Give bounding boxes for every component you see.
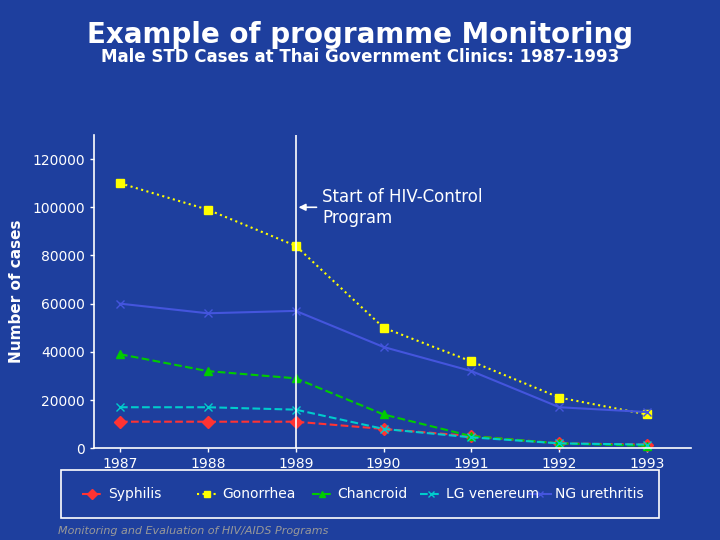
LG venereum (467, 434, 476, 441)
LG venereum (643, 441, 652, 448)
Chancroid (555, 440, 564, 447)
LG venereum (379, 426, 388, 432)
Syphilis (467, 433, 476, 440)
Text: Gonorrhea: Gonorrhea (222, 487, 296, 501)
Syphilis (292, 418, 300, 425)
Line: Syphilis: Syphilis (116, 417, 652, 449)
Text: Start of HIV-Control
Program: Start of HIV-Control Program (300, 188, 482, 227)
NG urethritis (292, 308, 300, 314)
Gonorrhea (643, 411, 652, 418)
Text: Male STD Cases at Thai Government Clinics: 1987-1993: Male STD Cases at Thai Government Clinic… (101, 48, 619, 66)
Line: Chancroid: Chancroid (116, 350, 652, 450)
Gonorrhea (292, 242, 300, 249)
Chancroid (292, 375, 300, 382)
Gonorrhea (555, 394, 564, 401)
Line: NG urethritis: NG urethritis (116, 300, 652, 416)
Chancroid (204, 368, 212, 374)
Gonorrhea (467, 358, 476, 365)
Gonorrhea (379, 325, 388, 331)
Text: LG venereum: LG venereum (446, 487, 539, 501)
Syphilis (116, 418, 125, 425)
Text: Chancroid: Chancroid (338, 487, 408, 501)
FancyBboxPatch shape (60, 470, 660, 518)
LG venereum (116, 404, 125, 410)
Syphilis (204, 418, 212, 425)
Line: LG venereum: LG venereum (116, 403, 652, 449)
Chancroid (643, 443, 652, 449)
LG venereum (292, 407, 300, 413)
Syphilis (555, 440, 564, 447)
Syphilis (379, 426, 388, 432)
NG urethritis (379, 344, 388, 350)
NG urethritis (116, 300, 125, 307)
Chancroid (116, 351, 125, 357)
Chancroid (467, 433, 476, 440)
Syphilis (643, 441, 652, 448)
NG urethritis (555, 404, 564, 410)
Text: Syphilis: Syphilis (108, 487, 161, 501)
Gonorrhea (204, 206, 212, 213)
Line: Gonorrhea: Gonorrhea (116, 179, 652, 418)
Y-axis label: Number of cases: Number of cases (9, 220, 24, 363)
LG venereum (555, 440, 564, 447)
NG urethritis (467, 368, 476, 374)
LG venereum (204, 404, 212, 410)
Text: NG urethritis: NG urethritis (555, 487, 644, 501)
Chancroid (379, 411, 388, 418)
Text: Example of programme Monitoring: Example of programme Monitoring (87, 21, 633, 49)
Text: Monitoring and Evaluation of HIV/AIDS Programs: Monitoring and Evaluation of HIV/AIDS Pr… (58, 525, 328, 536)
NG urethritis (204, 310, 212, 316)
Gonorrhea (116, 180, 125, 186)
NG urethritis (643, 409, 652, 415)
